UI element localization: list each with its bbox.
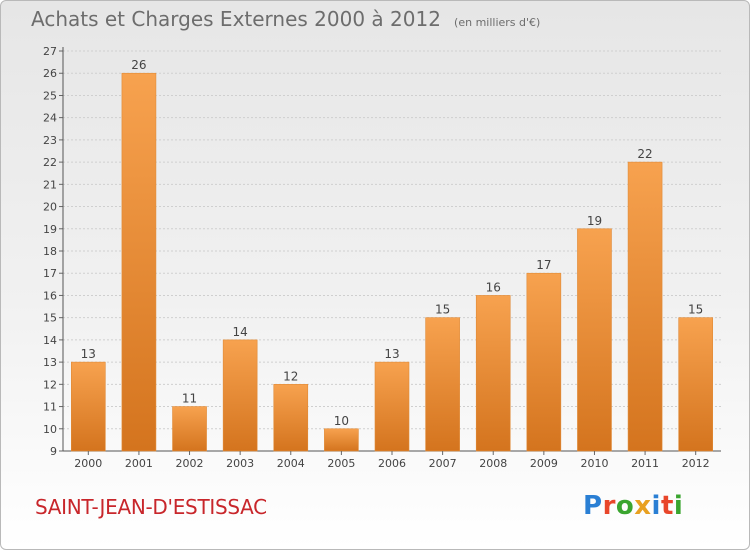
chart-title: Achats et Charges Externes 2000 à 2012 [31,7,441,31]
y-tick-label: 22 [43,156,57,169]
bar [172,406,207,452]
bar [526,272,562,452]
y-tick-label: 16 [43,289,57,302]
title-block: Achats et Charges Externes 2000 à 2012 (… [31,7,540,31]
bar [121,72,157,452]
y-tick-label: 14 [43,334,57,347]
y-tick-label: 25 [43,89,57,102]
data-label: 22 [637,147,652,161]
bar [273,384,309,452]
y-tick-label: 17 [43,267,57,280]
y-tick-label: 15 [43,312,57,325]
chart-subtitle: (en milliers d'€) [454,16,541,29]
bar [222,339,258,452]
data-label: 13 [81,347,96,361]
x-tick-label: 2010 [580,457,608,470]
y-tick-label: 18 [43,245,57,258]
data-label: 12 [283,369,298,383]
y-tick-label: 13 [43,356,57,369]
y-tick-label: 11 [43,401,57,414]
bar [71,361,106,452]
data-label: 26 [131,58,146,72]
bar [324,428,359,452]
data-label: 15 [435,303,450,317]
x-tick-label: 2006 [378,457,406,470]
y-tick-label: 12 [43,378,57,391]
logo-letter: t [660,491,674,521]
x-tick-label: 2007 [429,457,457,470]
y-tick-label: 27 [43,45,57,58]
y-tick-label: 24 [43,112,57,125]
x-tick-label: 2003 [226,457,254,470]
bar [475,295,511,452]
y-tick-label: 9 [50,445,57,458]
bar [374,361,410,452]
x-tick-label: 2011 [631,457,659,470]
logo-letter: P [583,491,603,521]
logo-letter: i [673,491,684,521]
y-tick-label: 19 [43,223,57,236]
x-tick-label: 2001 [125,457,153,470]
bar [577,228,612,452]
city-name: SAINT-JEAN-D'ESTISSAC [35,495,267,519]
y-tick-label: 23 [43,134,57,147]
logo-letter: r [602,491,616,521]
logo-letter: i [651,491,661,521]
y-tick-label: 26 [43,67,57,80]
data-label: 13 [384,347,399,361]
x-tick-label: 2004 [277,457,305,470]
x-tick-label: 2005 [327,457,355,470]
bar [678,317,713,452]
x-tick-label: 2008 [479,457,507,470]
y-tick-label: 21 [43,178,57,191]
x-tick-label: 2009 [530,457,558,470]
x-tick-label: 2012 [682,457,710,470]
data-label: 10 [334,414,349,428]
y-tick-label: 20 [43,201,57,214]
data-label: 17 [536,258,551,272]
data-label: 11 [182,392,197,406]
bar [627,161,663,452]
x-tick-label: 2002 [176,457,204,470]
y-tick-label: 10 [43,423,57,436]
x-tick-label: 2000 [74,457,102,470]
proxiti-logo[interactable]: Proxiti [583,491,683,521]
data-label: 16 [486,280,501,294]
logo-letter: x [634,491,652,521]
logo-letter: o [615,491,635,521]
bar [425,317,460,452]
data-label: 15 [688,303,703,317]
data-label: 14 [233,325,248,339]
data-label: 19 [587,214,602,228]
